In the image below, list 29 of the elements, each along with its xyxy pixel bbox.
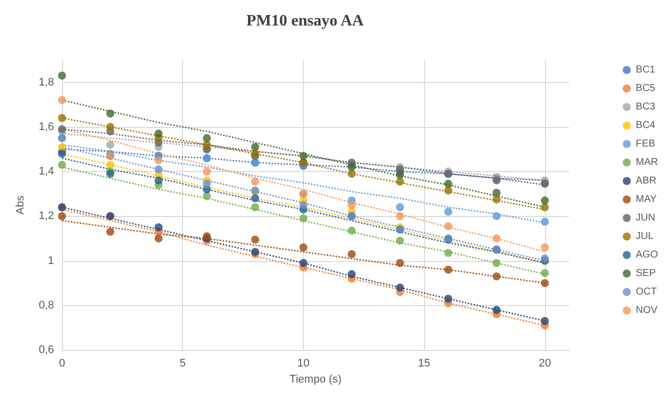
legend-label: AGO xyxy=(636,250,658,260)
y-tick-label: 0,6 xyxy=(38,344,54,356)
y-tick-label: 1 xyxy=(48,254,54,267)
legend-label: BC1 xyxy=(636,64,656,76)
y-tick-label: 1,8 xyxy=(38,76,54,88)
legend-label: SEP xyxy=(636,268,656,279)
x-tick-label: 5 xyxy=(180,358,186,370)
legend-label: OCT xyxy=(636,286,657,298)
x-axis-title: Tiempo (s) xyxy=(289,374,342,386)
x-tick-label: 20 xyxy=(538,358,551,370)
y-tick-label: 1,6 xyxy=(38,120,54,133)
legend-label: JUL xyxy=(636,231,654,242)
x-tick-label: 15 xyxy=(418,358,430,370)
legend-label: BC3 xyxy=(636,102,656,112)
legend-label: MAY xyxy=(636,194,658,205)
x-tick-label: 10 xyxy=(297,358,310,370)
chart-title: PM10 ensayo AA xyxy=(246,12,364,30)
x-tick-label: 0 xyxy=(58,358,66,370)
y-tick-label: 1,2 xyxy=(38,210,54,222)
legend-label: FEB xyxy=(636,138,656,150)
legend-label: BC4 xyxy=(636,120,656,131)
y-tick-label: 0,8 xyxy=(38,299,54,312)
legend-label: NOV xyxy=(636,305,658,316)
legend-label: BC5 xyxy=(636,83,656,94)
y-axis-title: Abs xyxy=(14,195,26,214)
y-tick-label: 1,4 xyxy=(38,166,54,178)
legend-label: MAR xyxy=(636,157,658,168)
legend-label: ABR xyxy=(636,176,656,186)
legend-label: JUN xyxy=(636,212,656,224)
